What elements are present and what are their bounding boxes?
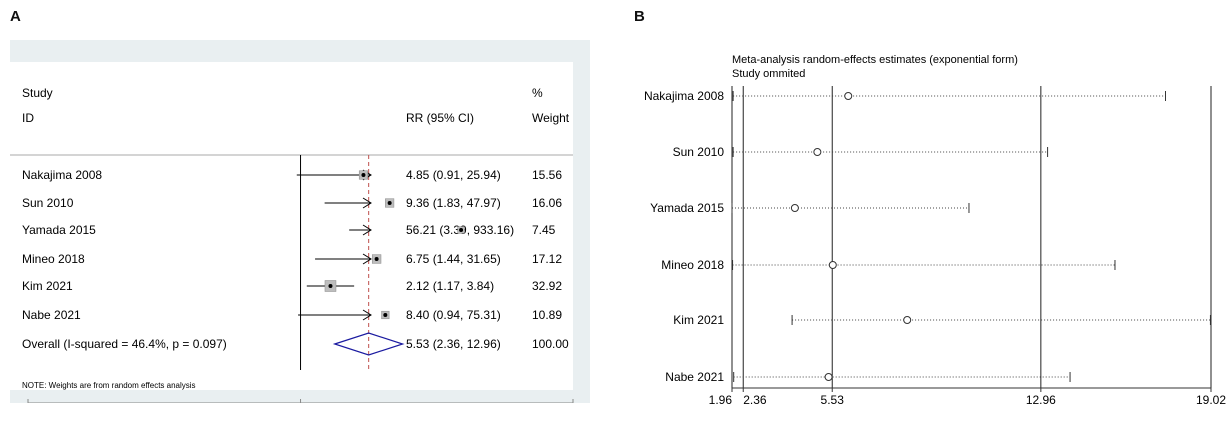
estimate-point <box>813 148 822 156</box>
overall-weight: 100.00 <box>532 337 569 351</box>
overall-label: Overall (I-squared = 46.4%, p = 0.097) <box>22 337 227 351</box>
estimate-point <box>903 316 912 324</box>
panel-a-letter: A <box>10 8 21 25</box>
study-weight: 17.12 <box>532 252 562 266</box>
overall-ci-text: 5.53 (2.36, 12.96) <box>406 337 501 351</box>
forest-plot-area <box>10 62 573 390</box>
study-weight: 16.06 <box>532 196 562 210</box>
study-label: Mineo 2018 <box>22 252 85 266</box>
forest-note: NOTE: Weights are from random effects an… <box>22 381 196 390</box>
study-label: Nabe 2021 <box>22 308 81 322</box>
study-weight: 7.45 <box>532 223 556 237</box>
study-weight: 10.89 <box>532 308 562 322</box>
omitted-study-label: Nabe 2021 <box>665 370 724 384</box>
estimate-point <box>828 261 837 269</box>
omitted-study-label: Yamada 2015 <box>650 201 724 215</box>
omitted-study-label: Sun 2010 <box>673 145 725 159</box>
sensitivity-title: Meta-analysis random-effects estimates (… <box>732 54 1018 66</box>
header-weight: Weight <box>532 111 570 125</box>
study-label: Kim 2021 <box>22 279 73 293</box>
x-tick-label: 5.53 <box>821 393 845 407</box>
omitted-study-label: Mineo 2018 <box>661 258 724 272</box>
study-ci-arrow <box>362 197 372 209</box>
study-point <box>374 257 379 261</box>
study-ci-arrow <box>362 309 372 321</box>
header-id: ID <box>22 111 34 125</box>
estimate-point <box>824 373 833 381</box>
header-study: Study <box>22 86 53 100</box>
forest-plot: Study ID RR (95% CI) % Weight Nakajima 2… <box>10 40 590 403</box>
study-label: Yamada 2015 <box>22 223 96 237</box>
overall-diamond <box>332 332 405 356</box>
study-ci-arrow <box>362 224 372 236</box>
sensitivity-subtitle: Study ommited <box>732 68 805 80</box>
estimate-point <box>790 204 799 212</box>
omitted-study-label: Nakajima 2008 <box>644 89 724 103</box>
study-ci-text: 2.12 (1.17, 3.84) <box>406 279 494 293</box>
x-tick-label: 2.36 <box>743 393 767 407</box>
header-rr: RR (95% CI) <box>406 111 474 125</box>
panel-b-letter: B <box>634 8 645 25</box>
study-point <box>387 201 392 205</box>
study-ci-text: 4.85 (0.91, 25.94) <box>406 168 501 182</box>
study-ci-text: 6.75 (1.44, 31.65) <box>406 252 501 266</box>
x-tick-label: 19.02 <box>1196 393 1226 407</box>
x-tick-label: 12.96 <box>1026 393 1056 407</box>
x-tick-label: 1.96 <box>709 393 733 407</box>
study-ci-text: 9.36 (1.83, 47.97) <box>406 196 501 210</box>
estimate-point <box>844 92 853 100</box>
study-point <box>459 228 464 232</box>
omitted-study-label: Kim 2021 <box>673 313 724 327</box>
study-point <box>361 173 366 177</box>
sensitivity-plot: Meta-analysis random-effects estimates (… <box>644 54 1226 407</box>
study-point <box>383 313 388 317</box>
study-label: Nakajima 2008 <box>22 168 102 182</box>
study-point <box>328 284 333 288</box>
study-label: Sun 2010 <box>22 196 74 210</box>
study-ci-arrow <box>362 253 372 265</box>
study-weight: 15.56 <box>532 168 562 182</box>
study-weight: 32.92 <box>532 279 562 293</box>
header-pct: % <box>532 86 543 100</box>
study-ci-text: 8.40 (0.94, 75.31) <box>406 308 501 322</box>
